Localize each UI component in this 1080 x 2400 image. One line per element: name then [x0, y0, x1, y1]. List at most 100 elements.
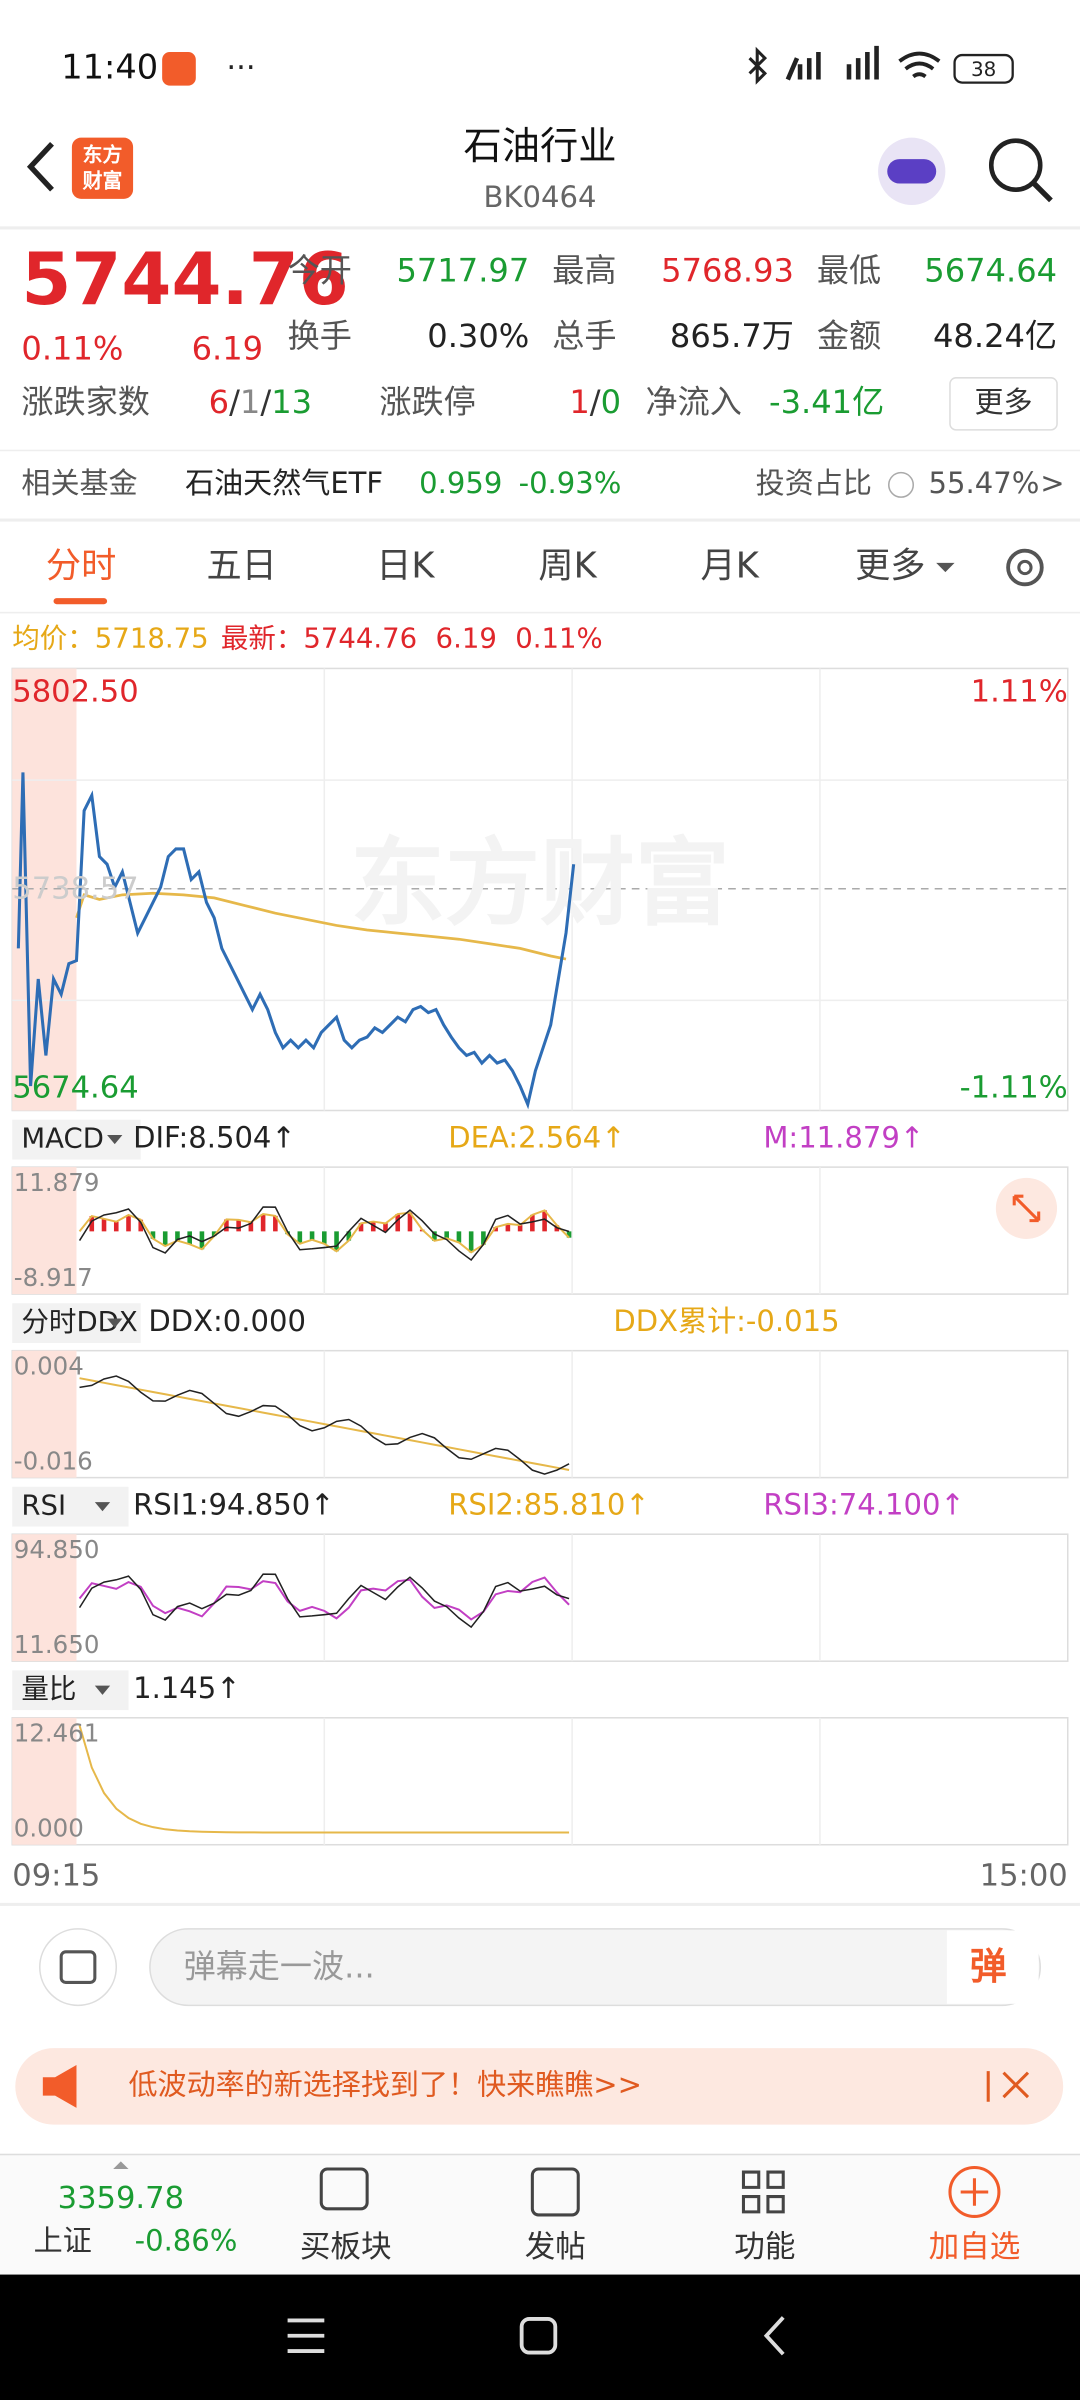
back-key[interactable]	[763, 2316, 785, 2356]
tab[interactable]: 周K	[538, 545, 597, 586]
last: 5744.76	[303, 622, 417, 654]
app-icon	[162, 52, 196, 86]
histogram-bar	[138, 1219, 144, 1232]
stat-label: 总手	[552, 317, 616, 355]
histogram-bar	[162, 1231, 168, 1247]
comment-input[interactable]	[149, 1928, 1041, 2007]
indicator-selector[interactable]	[12, 1670, 129, 1711]
comment-list-button[interactable]	[39, 1928, 118, 2007]
histogram-bar	[493, 1227, 498, 1232]
indicator-value: DDX累计:-0.015	[613, 1304, 839, 1338]
stat-label: 换手	[288, 317, 352, 355]
y-mid: 5738.57	[12, 872, 138, 907]
danmaku-button[interactable]	[946, 1930, 1039, 2004]
panel-max: 0.004	[14, 1351, 84, 1380]
histogram-bar	[126, 1214, 131, 1232]
system-nav	[0, 2274, 1080, 2400]
dropdown	[107, 1318, 123, 1328]
last-pct: 0.11%	[515, 622, 602, 654]
histogram-bar	[444, 1231, 449, 1239]
tab[interactable]: 五日	[207, 545, 277, 586]
grid-lines	[323, 1167, 821, 1295]
sector-icon	[319, 2167, 369, 2211]
sep: /	[229, 383, 240, 421]
tab[interactable]: 月K	[701, 545, 760, 586]
banner[interactable]	[15, 2048, 1064, 2125]
indicator-selector[interactable]	[12, 1486, 129, 1527]
index-change: -0.86%	[135, 2223, 238, 2257]
divider	[0, 449, 1080, 452]
panel-frame	[11, 1349, 1069, 1479]
more-dots: ···	[226, 50, 255, 85]
auction-zone	[12, 1167, 77, 1295]
logo	[71, 137, 134, 199]
last-change: 6.19	[436, 622, 497, 654]
indicator-line	[78, 1206, 570, 1262]
logo-text: 财富	[83, 170, 123, 193]
panel-max: 94.850	[14, 1535, 100, 1564]
auction-zone	[12, 1717, 77, 1845]
fund-price: 0.959	[419, 466, 502, 500]
tabs: 分时 五日 日K 周K 月K 更多	[46, 545, 926, 586]
tab[interactable]: 分时	[46, 545, 116, 586]
histogram-bar	[334, 1231, 339, 1252]
histogram-bar	[273, 1215, 278, 1232]
tab[interactable]: 日K	[376, 545, 435, 586]
histogram-bar	[456, 1231, 462, 1243]
banner-text: 低波动率的新选择找到了！快来瞧瞧>>	[128, 2067, 641, 2101]
histogram-bar	[211, 1231, 217, 1237]
histogram-bar	[383, 1223, 388, 1232]
more-button[interactable]	[949, 377, 1058, 431]
histogram-bar	[370, 1221, 376, 1232]
stat-label: 净流入	[646, 383, 742, 421]
code: BK0464	[484, 180, 597, 214]
home-key[interactable]	[519, 2317, 558, 2355]
change: 6.19	[192, 329, 264, 367]
histogram-bar	[358, 1223, 364, 1232]
index-value: 3359.78	[58, 2181, 184, 2216]
battery-level: 38	[971, 58, 996, 81]
panel-frame	[11, 1717, 1069, 1846]
tab[interactable]: 更多	[855, 545, 925, 586]
danmaku-label: 弹	[970, 1945, 1007, 1988]
indicator-value: DEA:2.564↑	[448, 1121, 625, 1155]
breadth: 6/1/13	[209, 383, 312, 421]
grid-lines	[323, 1717, 821, 1845]
dropdown	[94, 1502, 111, 1512]
histogram-bar	[150, 1231, 156, 1239]
histogram-bar	[322, 1231, 327, 1244]
divider	[0, 226, 1080, 230]
stat-label: 今开	[288, 251, 352, 289]
nav-item[interactable]: 买板块	[300, 2230, 392, 2265]
tab-underline	[53, 598, 108, 605]
dropdown	[936, 562, 955, 573]
stat-value: 5717.97	[397, 251, 530, 289]
indicator-line	[78, 1576, 570, 1621]
menu-key[interactable]	[287, 2318, 325, 2353]
indicator-value: RSI1:94.850↑	[133, 1488, 334, 1522]
expand-icon	[1012, 1194, 1041, 1223]
down-count: 13	[271, 383, 312, 421]
more-label: 更多	[974, 385, 1032, 419]
histogram-bar	[517, 1225, 523, 1232]
function-icon	[741, 2170, 785, 2214]
nav-item[interactable]: 加自选	[929, 2230, 1021, 2265]
price-line	[16, 772, 576, 1110]
auction-zone	[12, 1534, 77, 1662]
banner-close[interactable]	[986, 2071, 1030, 2102]
clock: 11:40	[61, 47, 158, 86]
indicator-line	[78, 1725, 570, 1834]
fund-label: 相关基金	[21, 466, 137, 500]
nav-item[interactable]: 功能	[734, 2230, 795, 2265]
histogram-bar	[260, 1214, 266, 1232]
dropdown	[94, 1685, 111, 1695]
settings-button[interactable]	[1006, 548, 1044, 587]
search-button[interactable]	[988, 138, 1043, 192]
indicator-selector[interactable]	[12, 1119, 141, 1160]
back-button[interactable]	[26, 141, 54, 192]
indicator-selector[interactable]	[12, 1303, 141, 1344]
post-icon	[530, 2167, 580, 2217]
indicator-line	[78, 1209, 570, 1254]
nav-item[interactable]: 发帖	[525, 2230, 586, 2265]
